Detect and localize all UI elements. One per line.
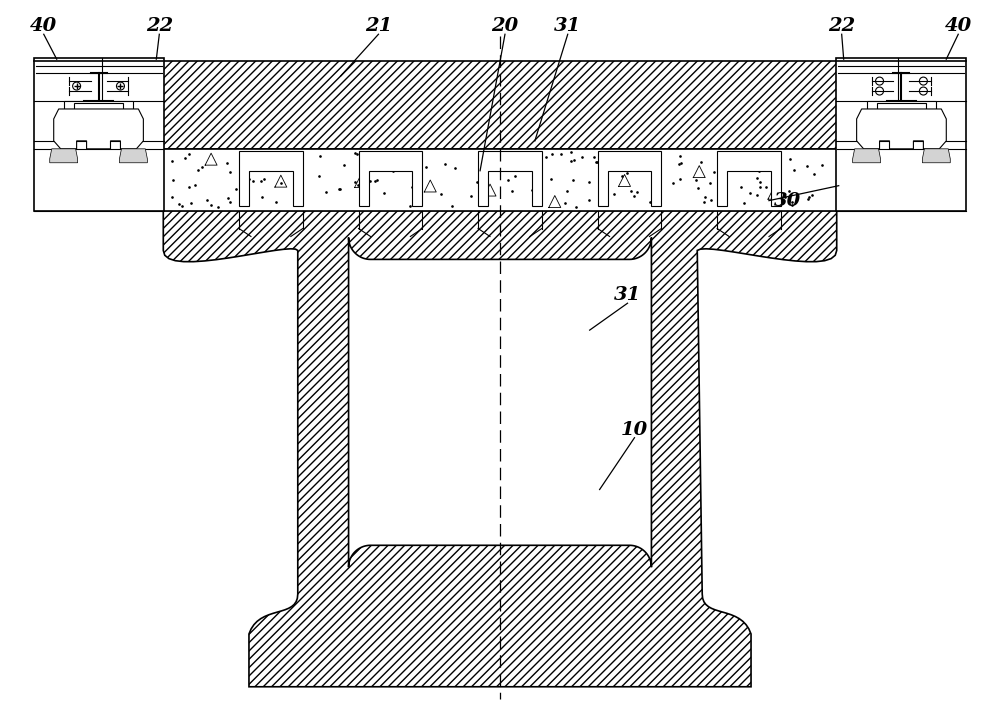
- Polygon shape: [598, 150, 661, 206]
- Text: 31: 31: [554, 17, 581, 36]
- Text: 40: 40: [945, 17, 972, 36]
- Bar: [163, 149, 837, 211]
- Text: 21: 21: [365, 17, 392, 36]
- Bar: [836, 58, 966, 211]
- Polygon shape: [349, 238, 651, 567]
- Polygon shape: [163, 211, 837, 687]
- Text: 40: 40: [30, 17, 57, 36]
- Text: 30: 30: [774, 192, 801, 209]
- Polygon shape: [857, 109, 946, 149]
- Polygon shape: [867, 101, 936, 109]
- Polygon shape: [853, 149, 881, 163]
- Text: 20: 20: [491, 17, 519, 36]
- Text: 22: 22: [146, 17, 173, 36]
- Polygon shape: [119, 149, 147, 163]
- Bar: [34, 58, 164, 211]
- Polygon shape: [163, 61, 837, 149]
- Text: 31: 31: [614, 286, 641, 305]
- Polygon shape: [478, 150, 542, 206]
- Polygon shape: [54, 109, 143, 149]
- Polygon shape: [717, 150, 781, 206]
- Polygon shape: [922, 149, 950, 163]
- Polygon shape: [359, 150, 422, 206]
- Text: 22: 22: [828, 17, 855, 36]
- Polygon shape: [239, 150, 303, 206]
- Polygon shape: [50, 149, 78, 163]
- Polygon shape: [64, 101, 133, 109]
- Text: 10: 10: [621, 421, 648, 439]
